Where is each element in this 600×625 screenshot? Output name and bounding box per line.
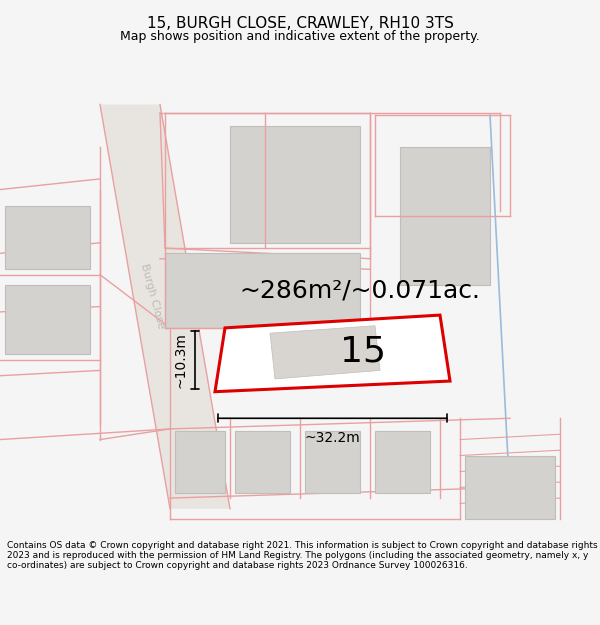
Text: Map shows position and indicative extent of the property.: Map shows position and indicative extent… xyxy=(120,30,480,43)
Bar xyxy=(175,431,225,492)
Text: 15: 15 xyxy=(340,335,386,369)
Text: Contains OS data © Crown copyright and database right 2021. This information is : Contains OS data © Crown copyright and d… xyxy=(7,541,598,571)
Bar xyxy=(5,285,90,354)
Polygon shape xyxy=(215,315,450,392)
Bar xyxy=(375,431,430,492)
Text: 15, BURGH CLOSE, CRAWLEY, RH10 3TS: 15, BURGH CLOSE, CRAWLEY, RH10 3TS xyxy=(146,16,454,31)
Bar xyxy=(235,431,290,492)
Polygon shape xyxy=(100,104,230,509)
Text: Burgh Close: Burgh Close xyxy=(139,262,167,329)
Bar xyxy=(465,456,555,519)
Text: ~286m²/~0.071ac.: ~286m²/~0.071ac. xyxy=(239,279,481,302)
Polygon shape xyxy=(230,126,360,242)
FancyBboxPatch shape xyxy=(400,147,490,285)
Bar xyxy=(305,431,360,492)
Text: ~32.2m: ~32.2m xyxy=(305,431,361,445)
Polygon shape xyxy=(165,253,360,328)
Bar xyxy=(5,206,90,269)
Text: ~10.3m: ~10.3m xyxy=(173,332,187,388)
Polygon shape xyxy=(270,326,380,379)
